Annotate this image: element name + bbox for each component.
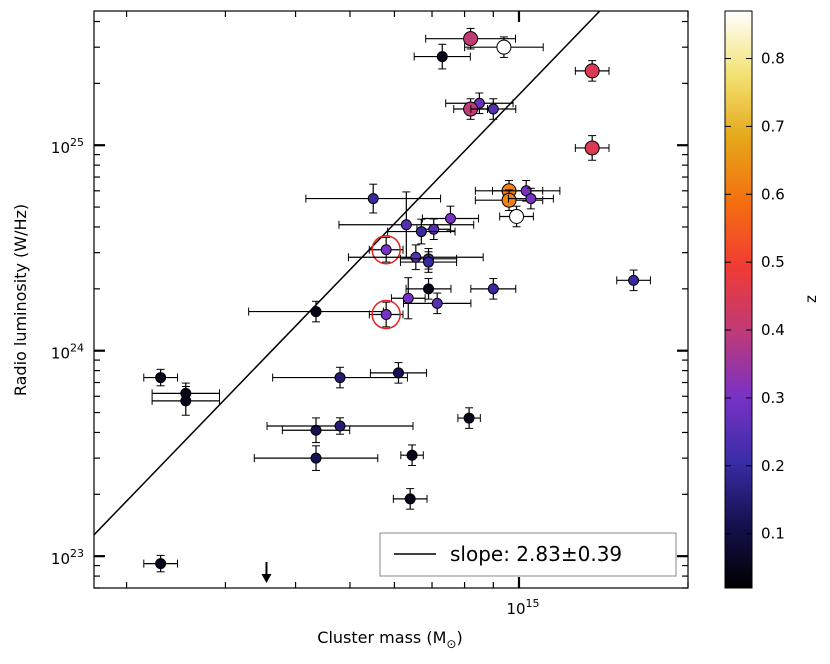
data-point <box>425 27 517 50</box>
data-point <box>470 98 517 120</box>
data-point <box>143 554 178 573</box>
data-point <box>369 362 428 384</box>
point-marker <box>380 244 392 256</box>
point-marker <box>406 449 418 461</box>
data-point <box>400 444 424 466</box>
colorbar-tick-label: 0.7 <box>761 117 785 135</box>
data-point <box>392 488 428 510</box>
data-point <box>347 244 484 271</box>
point-marker <box>487 283 499 295</box>
colorbar-tick-label: 0.8 <box>761 50 785 68</box>
colorbar-tick-label: 0.5 <box>761 253 785 271</box>
point-marker <box>428 223 440 235</box>
point-marker <box>310 424 322 436</box>
data-point <box>368 234 404 265</box>
point-marker <box>423 256 435 268</box>
data-point <box>305 183 442 214</box>
data-point <box>416 218 452 241</box>
colorbar-tick-label: 0.1 <box>761 525 785 543</box>
point-marker <box>180 395 192 407</box>
point-marker <box>431 297 443 309</box>
fit-line-group <box>94 11 601 536</box>
point-marker <box>628 274 640 286</box>
data-point <box>143 368 178 387</box>
highlight-ring <box>371 234 401 265</box>
point-marker <box>392 367 404 379</box>
point-marker <box>367 193 379 205</box>
data-point <box>616 269 651 292</box>
data-point <box>387 218 456 245</box>
data-point <box>574 135 610 161</box>
point-marker <box>415 226 427 238</box>
x-tick-label-1e15: 1015 <box>506 597 539 618</box>
data-point <box>266 417 414 435</box>
data-point <box>457 407 481 429</box>
point-marker <box>404 493 416 505</box>
data-point <box>399 251 458 273</box>
colorbar-tick-label: 0.3 <box>761 389 785 407</box>
data-point <box>338 191 475 259</box>
legend-label: slope: 2.83±0.39 <box>450 542 622 566</box>
colorbar-bar <box>724 10 753 589</box>
point-marker <box>400 219 412 231</box>
y-tick-label-1e23: 1023 <box>51 547 84 568</box>
y-tick-labels: 1023 1024 1025 <box>51 136 84 568</box>
point-marker <box>525 193 537 205</box>
point-marker <box>310 306 322 318</box>
x-axis-label: Cluster mass (M⊙) <box>317 628 462 651</box>
point-marker <box>584 63 600 79</box>
point-marker <box>155 372 167 384</box>
point-marker <box>496 39 512 55</box>
data-point <box>574 60 610 82</box>
data-point <box>464 36 544 58</box>
data-point <box>253 445 379 471</box>
y-axis-label: Radio luminosity (W/Hz) <box>11 204 30 396</box>
data-point <box>405 278 452 300</box>
legend: slope: 2.83±0.39 <box>379 532 677 577</box>
data-point <box>368 299 404 330</box>
point-marker <box>402 292 414 304</box>
point-marker <box>380 309 392 321</box>
data-point <box>403 292 472 315</box>
data-point <box>507 187 554 210</box>
point-marker <box>509 208 525 224</box>
data-point <box>151 385 220 416</box>
upper-limit-arrow <box>261 562 272 583</box>
point-marker <box>463 31 479 47</box>
arrow-head <box>261 574 272 583</box>
point-marker <box>436 51 448 63</box>
colorbar: 0.1 0.2 0.3 0.4 0.5 0.6 0.7 0.8 z <box>724 10 820 589</box>
data-point <box>499 205 534 228</box>
point-marker <box>334 372 346 384</box>
point-marker <box>584 140 600 156</box>
point-marker <box>155 558 167 570</box>
data-point <box>390 277 426 320</box>
point-marker <box>410 251 422 263</box>
data-point <box>272 366 408 389</box>
y-tick-label-1e25: 1025 <box>51 136 84 157</box>
point-marker <box>310 452 322 464</box>
colorbar-label: z <box>802 295 820 303</box>
point-marker <box>501 192 517 208</box>
colorbar-ticks: 0.1 0.2 0.3 0.4 0.5 0.6 0.7 0.8 <box>725 50 785 543</box>
data-point <box>413 43 471 70</box>
data-point <box>470 278 517 300</box>
point-marker <box>463 412 475 424</box>
point-marker <box>334 420 346 432</box>
colorbar-tick-label: 0.2 <box>761 457 785 475</box>
data-points <box>143 27 651 573</box>
y-tick-label-1e24: 1024 <box>51 342 84 363</box>
point-marker <box>487 103 499 115</box>
point-marker <box>423 283 435 295</box>
highlight-ring <box>371 299 401 330</box>
colorbar-tick-label: 0.4 <box>761 321 785 339</box>
fit-line <box>94 11 601 536</box>
axis-ticks <box>94 11 689 589</box>
point-marker <box>444 212 456 224</box>
colorbar-tick-label: 0.6 <box>761 185 785 203</box>
data-point <box>474 189 544 211</box>
